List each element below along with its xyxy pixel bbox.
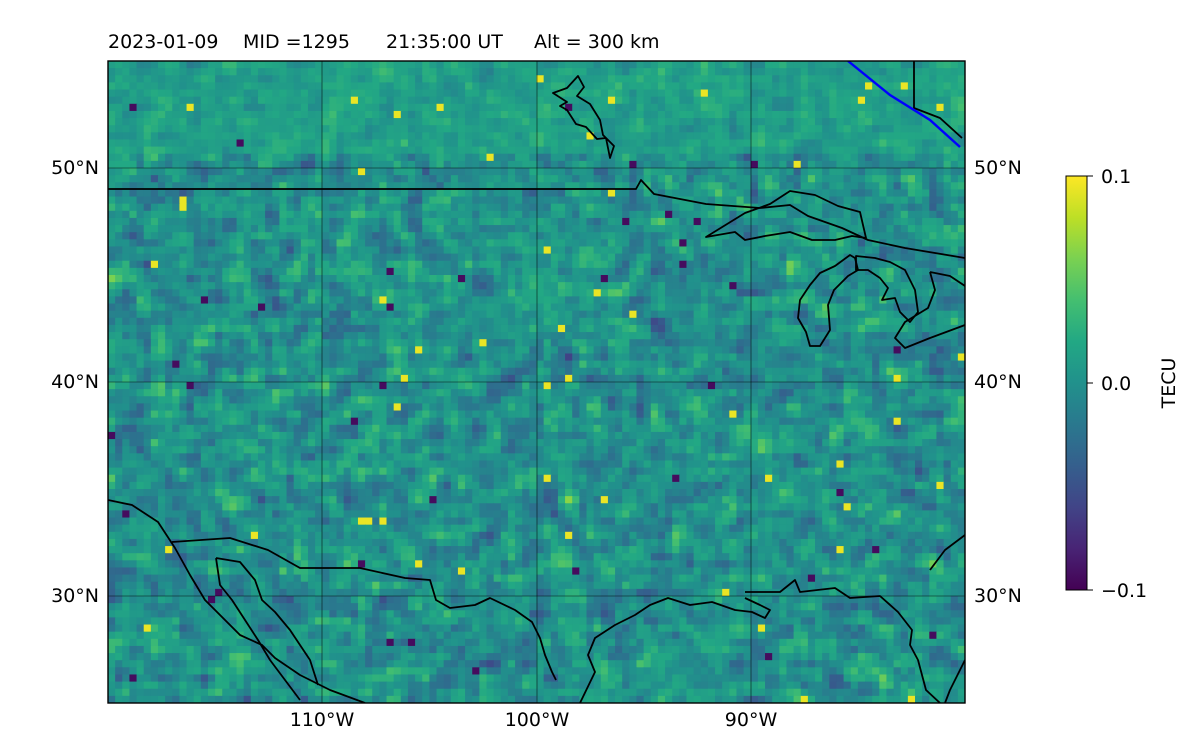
highlight-track-line — [847, 61, 961, 148]
gulf-coast-east — [745, 579, 941, 703]
lon-tick-label-100w: 100°W — [505, 709, 570, 731]
colorbar-axis-label: TECU — [1158, 358, 1180, 410]
us-mexico-border — [171, 537, 557, 681]
title-date: 2023-01-09 — [108, 31, 218, 53]
colorbar-tick-label-max: 0.1 — [1101, 166, 1131, 188]
lake-superior-outline — [705, 190, 867, 241]
tec-heatmap — [108, 61, 965, 703]
lat-tick-label-40n-left: 40°N — [51, 371, 99, 393]
title-mid: MID =1295 — [243, 31, 350, 53]
baja-california-outline — [215, 557, 319, 701]
gulf-coast-texas — [579, 597, 771, 703]
florida-atlantic-coast — [929, 534, 965, 703]
us-canada-border — [108, 179, 965, 259]
mexico-pacific-coast — [108, 499, 366, 703]
colorbar-tick-label-min: −0.1 — [1101, 580, 1147, 602]
lon-tick-label-110w: 110°W — [290, 709, 355, 731]
map-frame — [107, 60, 966, 704]
lat-tick-label-50n-right: 50°N — [974, 157, 1022, 179]
lon-tick-label-90w: 90°W — [725, 709, 778, 731]
lake-huron-outline — [855, 255, 919, 323]
colorbar-gradient — [1065, 175, 1088, 591]
colorbar: 0.1 0.0 −0.1 TECU — [1065, 166, 1180, 602]
colorbar-tick-label-zero: 0.0 — [1101, 373, 1131, 395]
lat-tick-label-50n-left: 50°N — [51, 157, 99, 179]
hudson-bay-coast-east — [913, 61, 963, 139]
lake-michigan-outline — [797, 254, 859, 347]
lat-tick-label-30n-left: 30°N — [51, 585, 99, 607]
coastlines-and-borders — [108, 61, 965, 703]
title-time: 21:35:00 UT — [386, 31, 503, 53]
hudson-bay-island-outline — [552, 75, 615, 159]
grid-lines — [108, 61, 965, 703]
lat-tick-label-40n-right: 40°N — [974, 371, 1022, 393]
title-altitude: Alt = 300 km — [534, 31, 660, 53]
lake-huron-erie-outline — [894, 271, 965, 349]
map-panel — [108, 61, 965, 703]
lat-tick-label-30n-right: 30°N — [974, 585, 1022, 607]
